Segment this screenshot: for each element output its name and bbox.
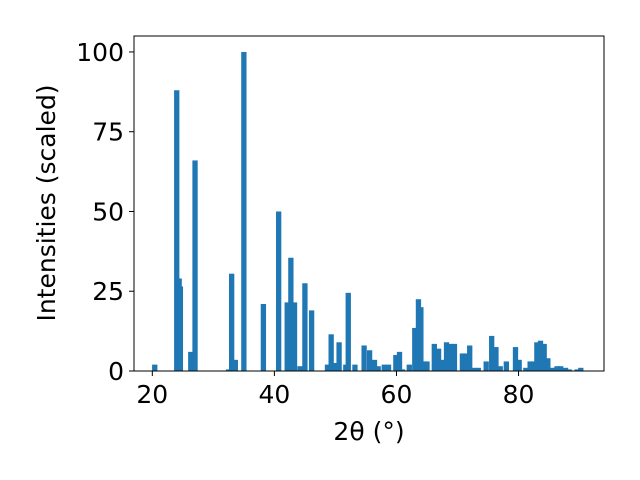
bar	[324, 364, 331, 371]
bar	[431, 343, 437, 371]
bar	[493, 347, 499, 371]
bar	[470, 367, 477, 371]
bar	[489, 335, 495, 371]
y-tick-label: 25	[92, 277, 124, 306]
bar	[192, 160, 198, 371]
bar	[381, 364, 387, 371]
bar	[393, 355, 399, 371]
x-axis: 20 40 60 80	[136, 371, 534, 409]
bar	[463, 353, 469, 371]
plot-frame	[133, 35, 605, 372]
y-axis-label: Intensities (scaled)	[32, 84, 61, 321]
bar-series	[152, 51, 584, 372]
bar	[459, 353, 466, 371]
bar	[177, 286, 184, 371]
bar	[497, 366, 503, 371]
bar	[424, 361, 430, 371]
bar	[406, 364, 412, 371]
bar	[531, 361, 537, 371]
bar	[483, 361, 489, 371]
bar	[345, 292, 351, 371]
bar	[284, 302, 290, 371]
bar	[302, 283, 308, 371]
y-tick-label: 100	[76, 38, 124, 67]
bar	[328, 334, 334, 371]
bar	[229, 273, 235, 371]
bar	[578, 367, 584, 371]
x-tick-label: 40	[258, 380, 290, 409]
bar	[574, 369, 580, 371]
bar	[297, 366, 303, 371]
bar	[188, 351, 194, 371]
bar	[516, 359, 522, 371]
bar	[361, 345, 367, 371]
y-tick-label: 75	[92, 118, 124, 147]
bar	[523, 367, 529, 371]
bar	[512, 347, 519, 371]
bar	[152, 364, 158, 371]
bar	[291, 302, 298, 371]
x-tick-label: 80	[503, 380, 535, 409]
bar	[541, 343, 547, 371]
bar	[475, 367, 481, 371]
bar	[308, 310, 315, 371]
x-tick-label: 20	[136, 380, 168, 409]
bar	[412, 327, 418, 371]
bar	[534, 342, 540, 371]
bar	[537, 340, 544, 371]
bar	[174, 90, 180, 372]
bar	[241, 51, 247, 371]
bar	[447, 343, 453, 371]
bar	[440, 359, 446, 371]
bar	[467, 345, 473, 371]
bar	[566, 369, 572, 371]
y-axis: 0 25 50 75 100	[76, 38, 134, 386]
bar	[371, 359, 378, 371]
bar	[396, 351, 403, 371]
bar	[288, 257, 294, 371]
bar	[331, 363, 337, 371]
bar	[503, 361, 509, 371]
bar	[375, 366, 381, 371]
bar	[276, 211, 282, 371]
bar	[549, 367, 555, 371]
bar	[443, 342, 450, 371]
bar	[352, 364, 358, 371]
bar	[225, 369, 232, 371]
bar	[451, 343, 458, 371]
bar	[418, 307, 424, 371]
bar	[545, 358, 551, 371]
bar	[260, 304, 267, 371]
y-tick-label: 50	[92, 197, 124, 226]
bar	[232, 359, 238, 371]
bar	[554, 366, 560, 371]
bar	[435, 348, 442, 371]
bar	[562, 367, 569, 371]
x-axis-label: 2θ (°)	[333, 417, 404, 446]
bar	[558, 366, 564, 371]
y-tick-label: 0	[108, 357, 124, 386]
bar	[336, 342, 342, 371]
bar	[527, 361, 533, 371]
x-tick-label: 60	[381, 380, 413, 409]
bar	[399, 369, 406, 371]
bar	[385, 364, 392, 371]
bar	[366, 350, 373, 371]
